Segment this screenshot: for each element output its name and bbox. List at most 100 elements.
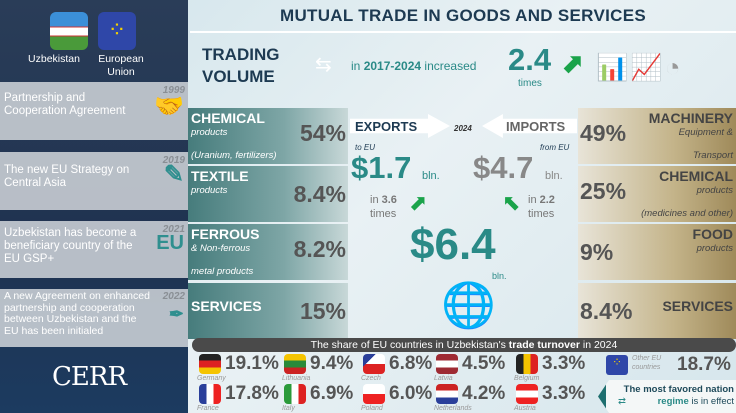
text: regime xyxy=(657,396,689,407)
category-pct: 49% xyxy=(580,120,627,146)
up-arrow-icon: ⬈ xyxy=(409,190,428,215)
country-pct: 6.8% xyxy=(389,353,433,374)
country-pct: 6.9% xyxy=(310,383,354,404)
belgium-flag-icon xyxy=(516,354,538,374)
uzbekistan-flag-icon xyxy=(50,12,88,50)
cerr-logo: CERR xyxy=(52,362,127,392)
eu-text-icon: EU xyxy=(156,232,184,254)
export-category: CHEMICAL products (Uranium, fertilizers) 54… xyxy=(188,108,348,164)
exports-sub: to EU xyxy=(355,143,376,152)
text: in xyxy=(370,194,379,206)
text: in 2024 xyxy=(582,339,618,351)
year: 2019 xyxy=(162,155,185,166)
year: 2021 xyxy=(162,224,185,235)
category-sub: products xyxy=(696,243,733,254)
text: trade turnover xyxy=(508,339,580,351)
document-pen-icon: ✎ xyxy=(163,161,184,188)
country-name: Italy xyxy=(282,405,295,412)
category-pct: 15% xyxy=(299,298,346,324)
italy-flag-icon xyxy=(284,384,306,404)
up-arrow-left-icon: ⬉ xyxy=(502,190,521,215)
category-name: SERVICES xyxy=(662,298,733,314)
category-name: FOOD xyxy=(692,226,733,242)
country-pct: 9.4% xyxy=(310,353,354,374)
germany-flag-icon xyxy=(199,354,221,374)
uzbekistan-label: Uzbekistan xyxy=(28,53,80,65)
category-pct: 8.4% xyxy=(293,181,346,207)
country-pct: 4.2% xyxy=(462,383,506,404)
country-pct: 17.8% xyxy=(225,383,279,404)
export-category: TEXTILE products 8.4% xyxy=(188,166,348,222)
period: 2017-2024 xyxy=(363,59,422,73)
netherlands-flag-icon xyxy=(436,384,458,404)
category-name: CHEMICAL xyxy=(191,110,265,126)
country-name: Belgium xyxy=(514,375,540,382)
year: 2022 xyxy=(162,291,185,302)
trading-volume-label: TRADING VOLUME xyxy=(202,44,279,88)
imports-value: $4.7 xyxy=(473,150,534,185)
timeline-item-2021: 2021 Uzbekistan has become a beneficiary… xyxy=(0,221,188,278)
exchange-arrows-icon: ⇆ xyxy=(315,54,332,76)
country-name: France xyxy=(197,405,219,412)
exports-label: EXPORTS xyxy=(355,119,418,134)
label-line: TRADING xyxy=(202,45,280,64)
category-pct: 9% xyxy=(580,239,614,265)
divider xyxy=(190,31,736,33)
imports-growth: in 2.2 times xyxy=(528,193,555,221)
other-eu-label: Other EU countries xyxy=(632,355,662,371)
country-pct: 6.0% xyxy=(389,383,433,404)
eu-flag-icon: ⁘ xyxy=(606,355,628,375)
handshake-icon: 🤝 xyxy=(154,93,184,120)
eu-label: European Union xyxy=(98,53,144,78)
text: The most favored nation xyxy=(623,384,734,395)
category-name: MACHINERY xyxy=(648,110,733,126)
text: times xyxy=(370,208,397,220)
czech-flag-icon xyxy=(363,354,385,374)
category-sub: Equipment & xyxy=(678,127,733,138)
left-panel: ⁘ Uzbekistan European Union 1999 Partner… xyxy=(0,0,188,413)
export-category: FERROUS & Non-ferrous metal products 8.2% xyxy=(188,224,348,280)
country-name: Latvia xyxy=(434,375,453,382)
up-arrow-icon: ⬈ xyxy=(562,48,584,78)
timeline-item-2022: 2022 A new Agreement on enhanced partner… xyxy=(0,289,188,347)
total-unit: bln. xyxy=(492,271,507,281)
country-name: Germany xyxy=(197,375,226,382)
globe-icon: 🌐 xyxy=(441,281,496,330)
category-pct: 8.2% xyxy=(293,236,346,262)
event-text: The new EU Strategy on Central Asia xyxy=(4,164,130,189)
event-text: Uzbekistan has become a beneficiary coun… xyxy=(4,227,137,265)
volume-unit: times xyxy=(518,78,542,89)
poland-flag-icon xyxy=(363,384,385,404)
category-name: FERROUS xyxy=(191,226,260,242)
category-name: SERVICES xyxy=(191,298,262,314)
exports-growth: in 3.6 times xyxy=(370,193,397,221)
timeline-item-1999: 1999 Partnership and Cooperation Agreeme… xyxy=(0,82,188,140)
category-sub: & Non-ferrous xyxy=(191,243,251,254)
volume-value: 2.4 xyxy=(508,42,552,77)
import-category: 8.4% SERVICES xyxy=(578,283,736,339)
category-pct: 25% xyxy=(580,178,627,204)
share-banner: The share of EU countries in Uzbekistan'… xyxy=(192,338,736,352)
text: increased xyxy=(424,59,477,73)
growth-value: 3.6 xyxy=(381,194,397,206)
imports-label: IMPORTS xyxy=(506,119,566,134)
export-category: SERVICES 15% xyxy=(188,283,348,339)
exports-unit: bln. xyxy=(422,170,440,182)
category-sub: products xyxy=(696,185,733,196)
import-category: 49% MACHINERY Equipment & Transport xyxy=(578,108,736,164)
country-pct: 19.1% xyxy=(225,353,279,374)
exports-value: $1.7 xyxy=(351,150,412,185)
category-sub2: (medicines and other) xyxy=(641,208,733,219)
lithuania-flag-icon xyxy=(284,354,306,374)
eu-flag-icon: ⁘ xyxy=(98,12,136,50)
total-value: $6.4 xyxy=(410,220,496,269)
country-pct: 4.5% xyxy=(462,353,506,374)
category-name: TEXTILE xyxy=(191,168,249,184)
country-name: Czech xyxy=(361,375,381,382)
year-label: 2024 xyxy=(454,124,472,133)
imports-sub: from EU xyxy=(540,143,570,152)
charts-icon: 📊📈◔ xyxy=(596,52,683,82)
text: in xyxy=(351,59,361,73)
category-pct: 8.4% xyxy=(580,298,633,324)
mfn-callout xyxy=(598,380,736,413)
